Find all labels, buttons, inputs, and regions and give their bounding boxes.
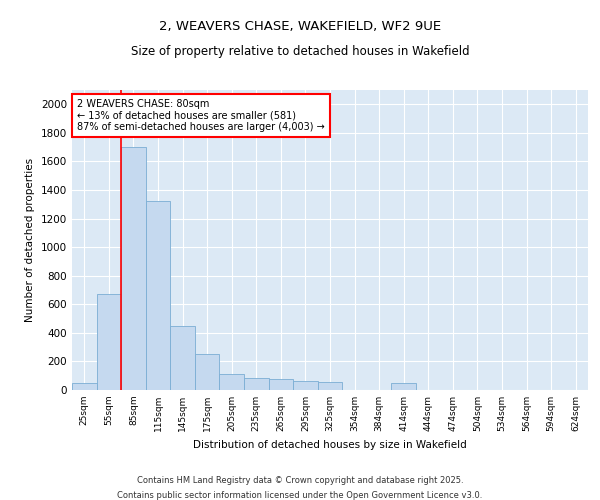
Bar bbox=[269, 378, 293, 390]
Y-axis label: Number of detached properties: Number of detached properties bbox=[25, 158, 35, 322]
Text: Contains HM Land Registry data © Crown copyright and database right 2025.: Contains HM Land Registry data © Crown c… bbox=[137, 476, 463, 485]
Bar bbox=[220, 374, 244, 390]
Bar bbox=[391, 383, 416, 390]
Bar bbox=[195, 354, 220, 390]
X-axis label: Distribution of detached houses by size in Wakefield: Distribution of detached houses by size … bbox=[193, 440, 467, 450]
Bar bbox=[318, 382, 342, 390]
Text: Contains public sector information licensed under the Open Government Licence v3: Contains public sector information licen… bbox=[118, 491, 482, 500]
Bar bbox=[72, 383, 97, 390]
Bar bbox=[146, 202, 170, 390]
Bar bbox=[121, 147, 146, 390]
Text: 2 WEAVERS CHASE: 80sqm
← 13% of detached houses are smaller (581)
87% of semi-de: 2 WEAVERS CHASE: 80sqm ← 13% of detached… bbox=[77, 99, 325, 132]
Text: Size of property relative to detached houses in Wakefield: Size of property relative to detached ho… bbox=[131, 45, 469, 58]
Bar bbox=[170, 326, 195, 390]
Bar bbox=[244, 378, 269, 390]
Text: 2, WEAVERS CHASE, WAKEFIELD, WF2 9UE: 2, WEAVERS CHASE, WAKEFIELD, WF2 9UE bbox=[159, 20, 441, 33]
Bar bbox=[97, 294, 121, 390]
Bar bbox=[293, 382, 318, 390]
